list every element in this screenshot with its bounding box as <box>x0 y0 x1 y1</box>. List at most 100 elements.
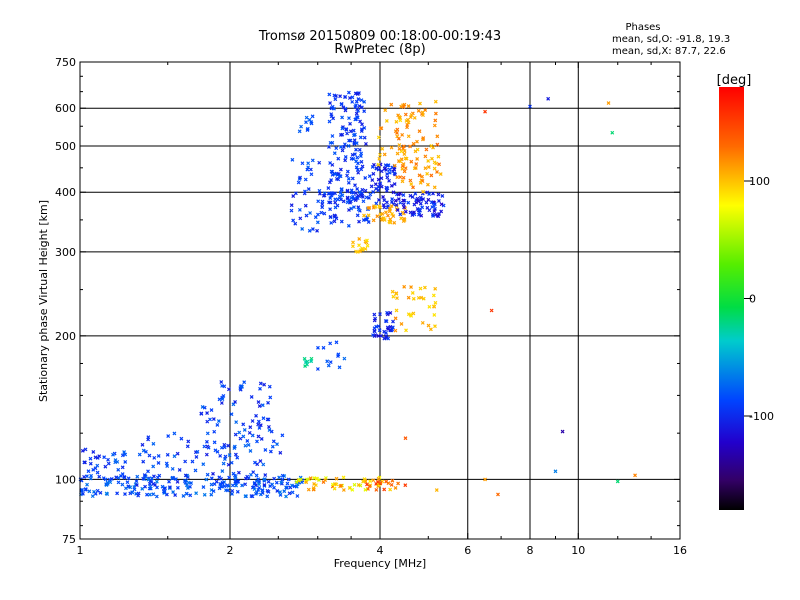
data-point <box>82 474 86 479</box>
data-point <box>342 142 347 147</box>
data-point <box>305 359 310 364</box>
x-tick-label: 10 <box>571 544 585 557</box>
data-point <box>374 487 379 492</box>
data-point <box>360 187 365 192</box>
data-point <box>284 494 288 499</box>
data-point <box>358 135 363 140</box>
data-point <box>295 482 300 487</box>
data-point <box>289 208 294 213</box>
data-point <box>353 183 357 188</box>
data-point <box>406 312 411 317</box>
data-point <box>351 133 356 138</box>
data-point <box>347 208 351 212</box>
data-point <box>317 160 322 165</box>
data-point <box>394 308 399 313</box>
data-point <box>553 469 558 474</box>
data-point <box>166 434 171 438</box>
data-point <box>225 483 230 488</box>
data-point <box>83 460 87 465</box>
data-point <box>354 111 359 116</box>
data-point <box>252 480 257 485</box>
data-point <box>115 491 120 496</box>
data-point <box>337 194 342 199</box>
data-point <box>353 152 357 157</box>
data-point <box>362 126 367 130</box>
data-point <box>222 457 227 461</box>
data-point <box>385 175 390 180</box>
data-point <box>97 474 102 479</box>
data-point <box>333 481 337 486</box>
data-point <box>332 219 337 224</box>
data-point <box>293 191 298 196</box>
data-point <box>109 477 114 481</box>
data-point <box>332 93 337 98</box>
data-point <box>329 220 334 225</box>
data-point <box>147 453 152 458</box>
data-point <box>362 109 367 114</box>
data-point <box>345 188 350 193</box>
data-point <box>379 216 384 221</box>
data-point <box>317 188 322 193</box>
data-point <box>177 468 182 472</box>
data-point <box>285 481 290 486</box>
data-point <box>351 128 356 133</box>
data-point <box>370 165 375 169</box>
data-point <box>376 334 381 338</box>
data-point <box>360 164 365 169</box>
data-point <box>413 191 418 196</box>
data-point <box>317 191 322 196</box>
data-point <box>297 129 302 134</box>
data-point <box>406 134 411 139</box>
data-point <box>402 217 407 222</box>
data-point <box>347 116 351 121</box>
data-point <box>387 170 392 175</box>
data-point <box>401 193 406 197</box>
data-point <box>382 329 387 334</box>
data-point <box>345 169 350 174</box>
data-point <box>346 180 351 185</box>
data-point <box>436 154 441 159</box>
data-point <box>284 485 288 490</box>
data-point <box>297 207 302 212</box>
data-point <box>243 482 248 487</box>
data-point <box>333 200 338 205</box>
data-point <box>329 178 334 182</box>
data-point <box>116 480 121 485</box>
data-point <box>309 121 314 126</box>
data-point <box>338 190 343 195</box>
stats-x-line: mean, sd,X: 87.7, 22.6 <box>612 46 726 57</box>
data-point <box>241 422 246 427</box>
data-point <box>185 486 190 490</box>
data-point <box>356 97 361 102</box>
data-point <box>298 175 302 180</box>
data-point <box>204 452 209 457</box>
data-point <box>130 490 135 495</box>
data-point <box>389 102 394 107</box>
data-point <box>275 442 279 447</box>
colorbar <box>719 87 744 510</box>
data-point <box>418 195 423 200</box>
data-point <box>258 459 263 464</box>
data-point <box>280 433 285 438</box>
data-point <box>91 449 96 454</box>
data-point <box>194 454 199 459</box>
data-point <box>339 197 343 202</box>
data-point <box>255 439 259 444</box>
data-point <box>432 312 437 317</box>
data-point <box>235 489 240 494</box>
data-point <box>431 293 436 298</box>
data-point <box>272 476 277 481</box>
data-point <box>316 345 320 350</box>
data-point <box>247 430 252 435</box>
data-point <box>350 152 355 157</box>
data-point <box>380 146 385 151</box>
data-point <box>328 207 333 212</box>
data-point <box>393 485 398 490</box>
data-point <box>89 473 94 478</box>
data-point <box>95 470 100 475</box>
data-point <box>348 129 353 134</box>
data-point <box>382 205 387 210</box>
data-point <box>270 444 275 449</box>
data-point <box>221 461 226 466</box>
data-point <box>209 482 214 487</box>
